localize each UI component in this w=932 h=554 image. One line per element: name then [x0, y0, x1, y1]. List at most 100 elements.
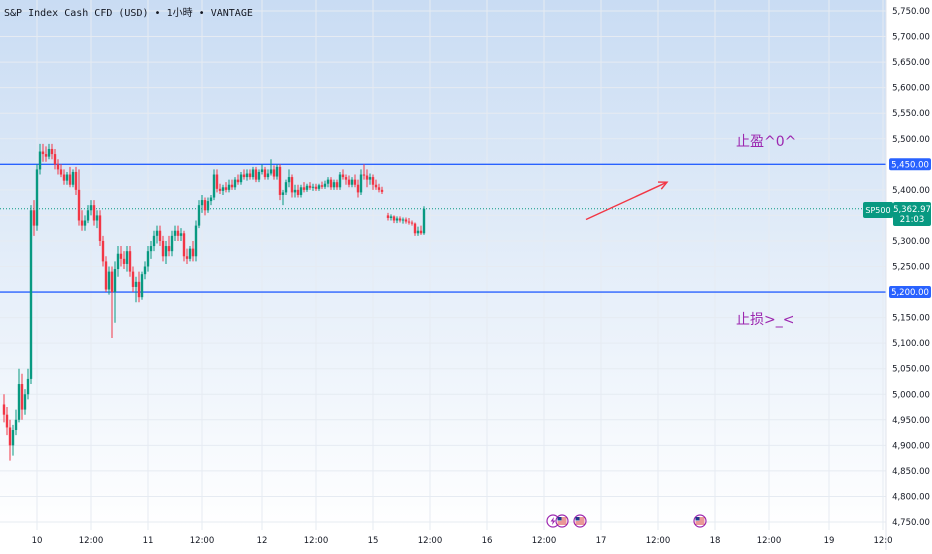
price-axis[interactable]: 4,750.00 4,800.00 4,850.00 4,900.00 4,950.00… — [889, 7, 931, 528]
candle-body — [239, 174, 243, 183]
candle-body — [185, 256, 189, 259]
candle-body — [161, 240, 165, 257]
candle-body — [17, 384, 21, 420]
candle-body — [20, 384, 24, 410]
candle-body — [206, 201, 210, 211]
price-tag-box — [893, 202, 931, 226]
level-price-label: 5,450.00 — [891, 160, 929, 170]
candle-body — [389, 216, 393, 218]
candle-body — [164, 246, 168, 257]
y-tick-label: 5,400.00 — [892, 186, 930, 196]
candle-body — [308, 185, 312, 188]
candle-body — [422, 208, 426, 234]
price-axis-background[interactable] — [886, 0, 932, 550]
candle-body — [233, 179, 237, 188]
symbol-title: S&P Index Cash CFD (USD) — [4, 8, 149, 19]
candle-body — [401, 219, 405, 221]
candle-body — [407, 221, 411, 223]
candle-body — [23, 394, 27, 410]
us-flag-icon[interactable] — [693, 514, 707, 528]
arrow-shaft[interactable] — [585, 181, 668, 221]
candle-body — [131, 271, 135, 287]
trend-arrow[interactable] — [585, 181, 669, 221]
candle-body — [362, 174, 366, 176]
candle-body — [335, 182, 339, 188]
candle-body — [260, 169, 264, 172]
candle-body — [26, 378, 30, 395]
plot-background — [0, 0, 886, 530]
candle-body — [152, 235, 156, 247]
price-tag-countdown: 21:03 — [900, 215, 925, 225]
timeframe-label[interactable]: 1小時 — [166, 8, 193, 19]
candle-body — [242, 174, 246, 178]
candle-body — [35, 169, 39, 226]
x-tick-label: 18 — [710, 536, 721, 546]
candle-body — [149, 246, 153, 252]
candle-body — [188, 248, 192, 259]
candle-body — [275, 166, 279, 177]
x-tick-label: 15 — [368, 536, 379, 546]
candle-body — [404, 219, 408, 222]
candle-body — [329, 179, 333, 188]
candle-body — [395, 218, 399, 221]
us-flag-icon[interactable] — [555, 514, 569, 528]
candle-body — [419, 230, 423, 234]
candle-body — [314, 186, 318, 189]
price-tag-ticker-box — [863, 202, 893, 218]
y-tick-label: 5,650.00 — [892, 58, 930, 68]
candle-body — [221, 187, 225, 191]
horizontal-levels[interactable] — [0, 163, 886, 293]
candle-body — [326, 179, 330, 184]
time-axis-background[interactable] — [0, 530, 886, 550]
candle-body — [320, 185, 324, 187]
candle-body — [368, 177, 372, 180]
candle-body — [350, 179, 354, 185]
candle-body — [251, 169, 255, 178]
x-tick-label: 12:00 — [79, 536, 104, 546]
y-tick-label: 4,900.00 — [892, 441, 930, 451]
y-tick-label: 5,050.00 — [892, 365, 930, 375]
candle-body — [167, 246, 171, 252]
time-axis[interactable]: 10 12:00 11 12:00 12 12:00 15 12:00 16 12:00 17 12:… — [32, 536, 893, 546]
candle-body — [65, 174, 69, 181]
candle-body — [317, 185, 321, 189]
candle-body — [374, 184, 378, 188]
candle-body — [248, 173, 252, 178]
candle-body — [269, 169, 273, 174]
candle-body — [338, 174, 342, 188]
arrow-head — [657, 181, 669, 190]
candle-body — [56, 164, 60, 170]
y-tick-label: 4,950.00 — [892, 416, 930, 426]
broker-label: VANTAGE — [210, 8, 253, 19]
y-tick-label: 5,500.00 — [892, 135, 930, 145]
candles — [2, 143, 426, 461]
y-tick-label: 4,850.00 — [892, 467, 930, 477]
candle-body — [359, 174, 363, 193]
candle-body — [296, 189, 300, 195]
candle-body — [179, 233, 183, 236]
candle-body — [53, 154, 57, 165]
candle-body — [50, 148, 54, 155]
y-tick-label: 5,100.00 — [892, 339, 930, 349]
candle-body — [74, 171, 78, 190]
candle-body — [62, 174, 66, 181]
us-flag-icon[interactable] — [573, 514, 587, 528]
candle-body — [5, 414, 9, 428]
candle-body — [95, 215, 99, 221]
level-price-box — [889, 286, 931, 299]
event-icons[interactable] — [546, 514, 707, 528]
candle-body — [215, 174, 219, 189]
x-tick-label: 17 — [596, 536, 607, 546]
candle-body — [227, 184, 231, 190]
header-separator: • — [154, 8, 161, 19]
annotations: 止盈^0^ 止损>_< — [736, 134, 796, 328]
candle-body — [344, 177, 348, 180]
candle-body — [299, 187, 303, 195]
candle-body — [8, 427, 12, 446]
candle-body — [305, 185, 309, 190]
candle-body — [128, 251, 132, 272]
candle-body — [11, 430, 15, 446]
candle-body — [146, 251, 150, 267]
